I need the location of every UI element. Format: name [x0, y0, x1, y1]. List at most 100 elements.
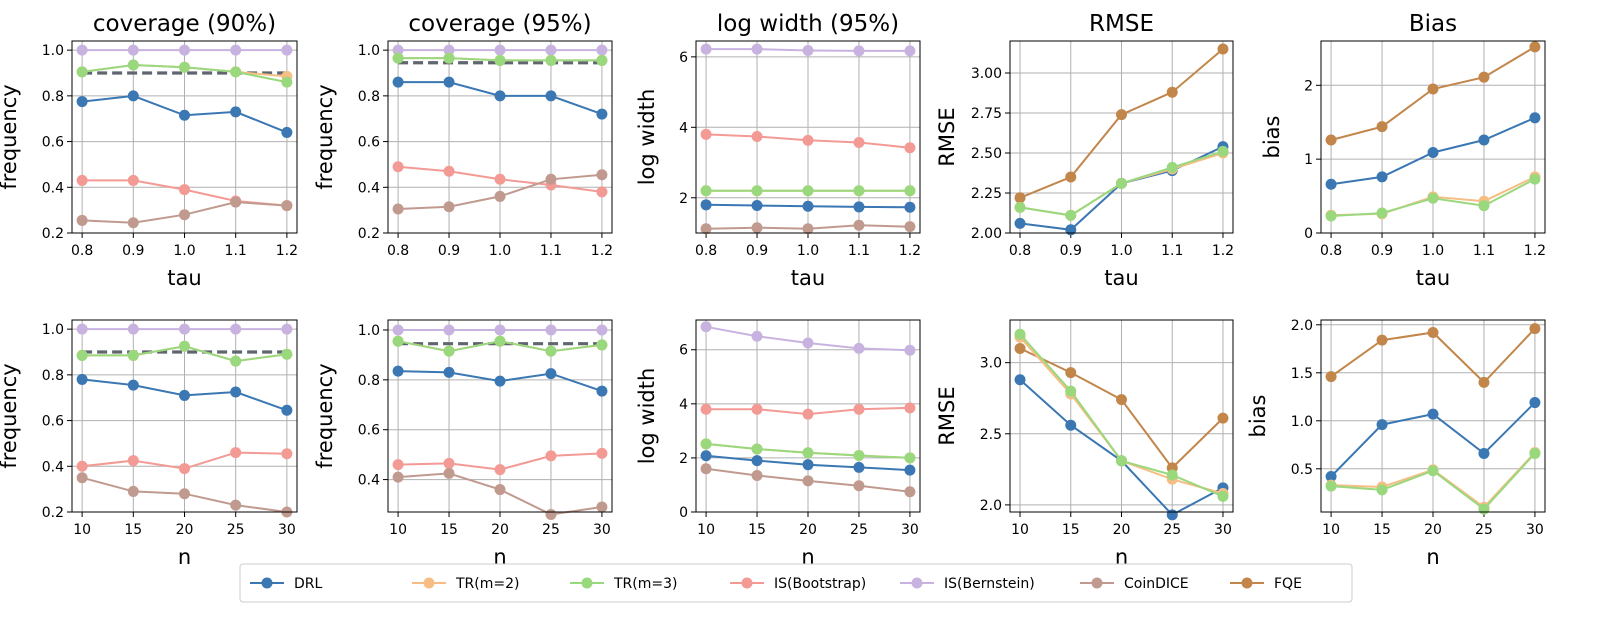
- x-tick-label: 15: [1373, 522, 1391, 538]
- y-tick-label: 0.5: [1291, 462, 1313, 478]
- x-tick-label: 0.8: [71, 243, 93, 259]
- x-tick-label: 1.1: [1473, 243, 1495, 259]
- data-point: [700, 321, 712, 333]
- series-drl: [76, 90, 293, 138]
- data-point: [76, 472, 88, 484]
- data-point: [1529, 41, 1541, 53]
- x-tick-label: 25: [1163, 522, 1181, 538]
- data-point: [179, 463, 190, 475]
- x-tick-label: 0.9: [438, 243, 460, 259]
- data-point: [1427, 83, 1439, 95]
- data-point: [443, 201, 455, 213]
- panel-title: Bias: [1409, 11, 1457, 37]
- data-point: [1529, 173, 1541, 185]
- data-point: [1376, 207, 1388, 219]
- y-tick-label: 6: [679, 343, 688, 359]
- data-point: [76, 323, 88, 335]
- data-point: [1166, 509, 1178, 521]
- y-axis-label: log width: [635, 368, 659, 465]
- data-point: [1427, 465, 1439, 477]
- legend-marker: [581, 577, 593, 589]
- x-axis-label: tau: [1104, 266, 1138, 290]
- x-tick-label: 10: [73, 522, 91, 538]
- series-tr-m-3: [76, 340, 293, 367]
- data-point: [230, 66, 242, 78]
- y-axis-label: bias: [1246, 395, 1270, 438]
- data-point: [751, 403, 763, 415]
- panel-4: 0.8 0.9 1.0 1.1 1.2 2.00 2.25 2.50 2.75 3.00 RMSE t…: [935, 11, 1234, 290]
- x-tick-label: 20: [491, 522, 509, 538]
- data-point: [751, 200, 763, 212]
- data-point: [596, 169, 608, 181]
- x-tick-label: 1.2: [276, 243, 298, 259]
- y-tick-label: 0.8: [358, 89, 380, 105]
- data-point: [802, 337, 814, 349]
- legend-item-is-bootstrap: IS(Bootstrap): [730, 576, 866, 592]
- data-point: [751, 185, 763, 197]
- legend: DRL TR(m=2) TR(m=3) IS(Bootstrap) IS(Bernste…: [239, 563, 1353, 603]
- panel-7: 10 15 20 25 30 0.4 0.6 0.8 1.0 n frequency: [313, 319, 613, 569]
- y-axis-label: frequency: [313, 84, 337, 189]
- y-axis-label: RMSE: [935, 107, 959, 166]
- series-is-bernstein: [700, 321, 916, 356]
- data-point: [853, 461, 865, 473]
- y-tick-label: 2.75: [971, 106, 1002, 122]
- data-point: [751, 443, 763, 455]
- y-axis-label: log width: [635, 89, 659, 186]
- panel-5: 0.8 0.9 1.0 1.1 1.2 0 1 2 Bias tau bias: [1260, 11, 1546, 290]
- data-point: [127, 379, 139, 391]
- y-tick-label: 3.0: [980, 356, 1002, 372]
- data-point: [1427, 408, 1439, 420]
- data-point: [1014, 328, 1026, 340]
- y-tick-label: 2: [679, 451, 688, 467]
- axes-frame: [1009, 319, 1234, 513]
- y-tick-label: 0.4: [358, 473, 380, 489]
- data-point: [179, 488, 190, 500]
- x-tick-label: 1.0: [1422, 243, 1444, 259]
- data-point: [494, 54, 506, 66]
- legend-label: TR(m=2): [455, 576, 519, 592]
- data-point: [443, 44, 455, 56]
- x-tick-label: 0.8: [387, 243, 409, 259]
- y-tick-label: 0.2: [42, 226, 64, 242]
- data-point: [1376, 419, 1388, 431]
- series-coindice: [700, 219, 916, 235]
- x-tick-label: 1.1: [848, 243, 870, 259]
- x-axis-label: tau: [791, 266, 825, 290]
- series-is-bernstein: [700, 43, 916, 57]
- series-is-bernstein: [76, 323, 293, 335]
- data-point: [1325, 134, 1337, 146]
- data-point: [1217, 145, 1229, 157]
- legend-label: IS(Bootstrap): [774, 576, 866, 592]
- data-point: [545, 345, 557, 357]
- data-point: [1065, 385, 1077, 397]
- data-point: [179, 184, 190, 196]
- data-point: [700, 450, 712, 462]
- x-tick-label: 0.9: [746, 243, 768, 259]
- data-point: [230, 44, 242, 56]
- data-point: [1325, 480, 1337, 492]
- panel-1: 0.8 0.9 1.0 1.1 1.2 0.2 0.4 0.6 0.8 1.0 coverage (…: [0, 11, 298, 290]
- data-point: [230, 499, 242, 511]
- data-point: [281, 404, 293, 416]
- data-point: [853, 449, 865, 461]
- data-point: [127, 349, 139, 361]
- data-point: [179, 389, 190, 401]
- legend-marker: [1241, 577, 1253, 589]
- data-point: [230, 106, 242, 118]
- legend-box: [239, 563, 1353, 603]
- y-tick-label: 1: [1304, 152, 1313, 168]
- axes-frame: [695, 40, 921, 234]
- data-point: [127, 323, 139, 335]
- data-point: [392, 203, 404, 215]
- series-is-bernstein: [392, 324, 608, 336]
- data-point: [596, 186, 608, 198]
- data-point: [751, 330, 763, 342]
- data-point: [596, 324, 608, 336]
- data-point: [1478, 200, 1490, 212]
- panel-title: log width (95%): [717, 11, 899, 37]
- data-point: [443, 76, 455, 88]
- x-axis-label: n: [1426, 545, 1439, 569]
- data-point: [392, 365, 404, 377]
- data-point: [1116, 394, 1127, 406]
